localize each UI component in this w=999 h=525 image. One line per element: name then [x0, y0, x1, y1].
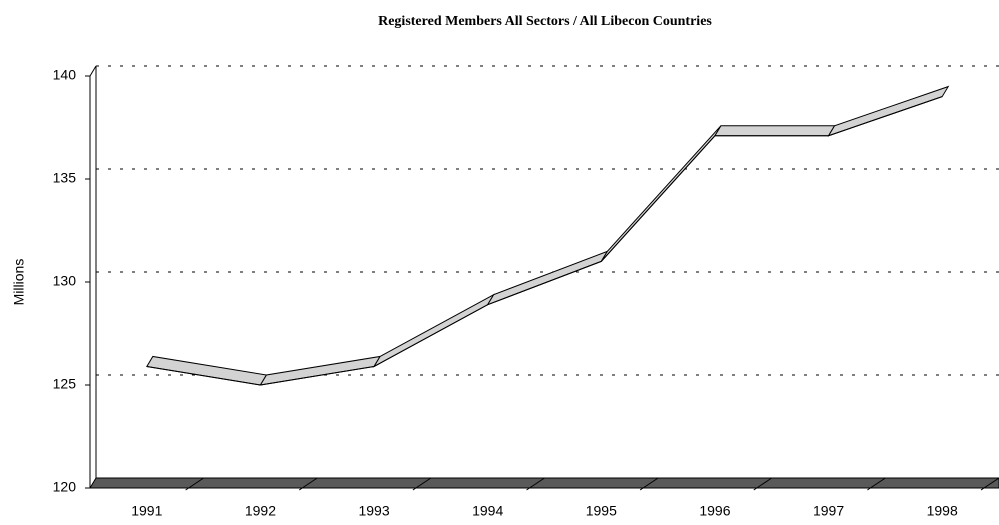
x-tick-label: 1998	[927, 503, 958, 519]
y-tick-label: 130	[53, 273, 77, 289]
x-tick-label: 1991	[131, 503, 162, 519]
floor-divider	[867, 477, 886, 491]
floor-divider	[753, 477, 773, 491]
left-wall-top	[89, 65, 97, 77]
x-tick-label: 1993	[358, 503, 389, 519]
ribbon-segment	[146, 355, 268, 386]
y-tick-label: 125	[53, 376, 77, 392]
x-tick-label: 1994	[472, 503, 503, 519]
x-tick-label: 1996	[699, 503, 730, 519]
y-tick-label: 140	[53, 67, 77, 83]
floor	[89, 477, 999, 489]
floor-divider	[980, 477, 999, 491]
ribbon-segment	[486, 250, 609, 306]
floor-divider	[639, 477, 659, 491]
ribbon-segment	[714, 125, 836, 137]
x-tick-label: 1997	[813, 503, 844, 519]
floor-divider	[185, 477, 204, 491]
ribbon-segment	[827, 85, 950, 137]
y-tick-label: 135	[53, 170, 77, 186]
ribbon-segment	[259, 355, 382, 386]
line	[146, 96, 943, 386]
x-tick-label: 1992	[245, 503, 276, 519]
y-tick-label: 120	[53, 479, 77, 495]
chart-title: Registered Members All Sectors / All Lib…	[378, 14, 712, 29]
x-tick-label: 1995	[586, 503, 617, 519]
ribbon-segment	[372, 293, 496, 368]
y-axis-label: Millions	[11, 259, 27, 306]
floor-divider	[526, 477, 545, 491]
floor-divider	[298, 477, 318, 491]
floor-divider	[412, 477, 432, 491]
